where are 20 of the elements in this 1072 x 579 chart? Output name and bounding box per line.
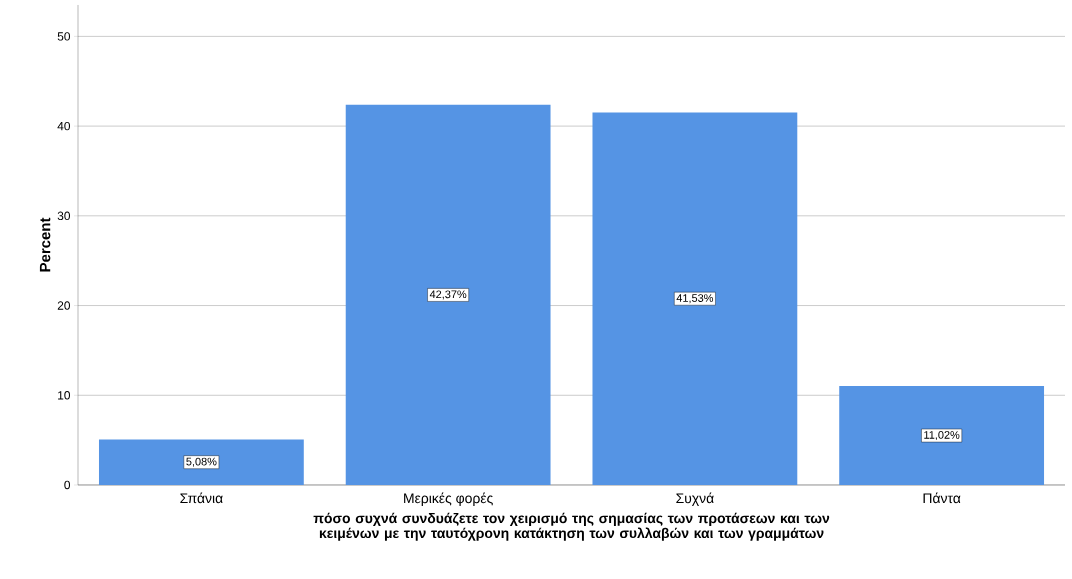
data-label: 41,53% — [676, 294, 714, 304]
bar — [592, 112, 798, 485]
y-tick-label: 0 — [64, 480, 71, 490]
y-tick-label: 30 — [57, 211, 71, 221]
y-tick-label: 10 — [58, 391, 71, 400]
data-label: 42,37% — [429, 290, 467, 300]
data-label: 5,08% — [186, 457, 217, 467]
y-tick-label: 20 — [57, 301, 71, 310]
y-axis-title: Percent — [39, 217, 51, 272]
bar — [98, 439, 304, 485]
x-axis-title: πόσο συχνά συνδυάζετε τον χειρισμό της σημασίας των προτάσεων και των κειμένων με την ταυτόχρονη κατάκτηση των συλλαβών και των γραμμάτων — [313, 512, 830, 541]
bar — [345, 104, 551, 485]
y-tick-label: 40 — [57, 121, 71, 131]
x-tick-label: Πάντα — [923, 492, 961, 504]
x-tick-label: Μερικές φορές — [404, 492, 493, 506]
x-tick-label: Συχνά — [676, 492, 714, 506]
x-tick-label: Σπάνια — [180, 492, 223, 504]
y-tick-label: 50 — [57, 32, 71, 41]
data-label: 11,02% — [924, 431, 960, 441]
bar — [839, 386, 1045, 485]
